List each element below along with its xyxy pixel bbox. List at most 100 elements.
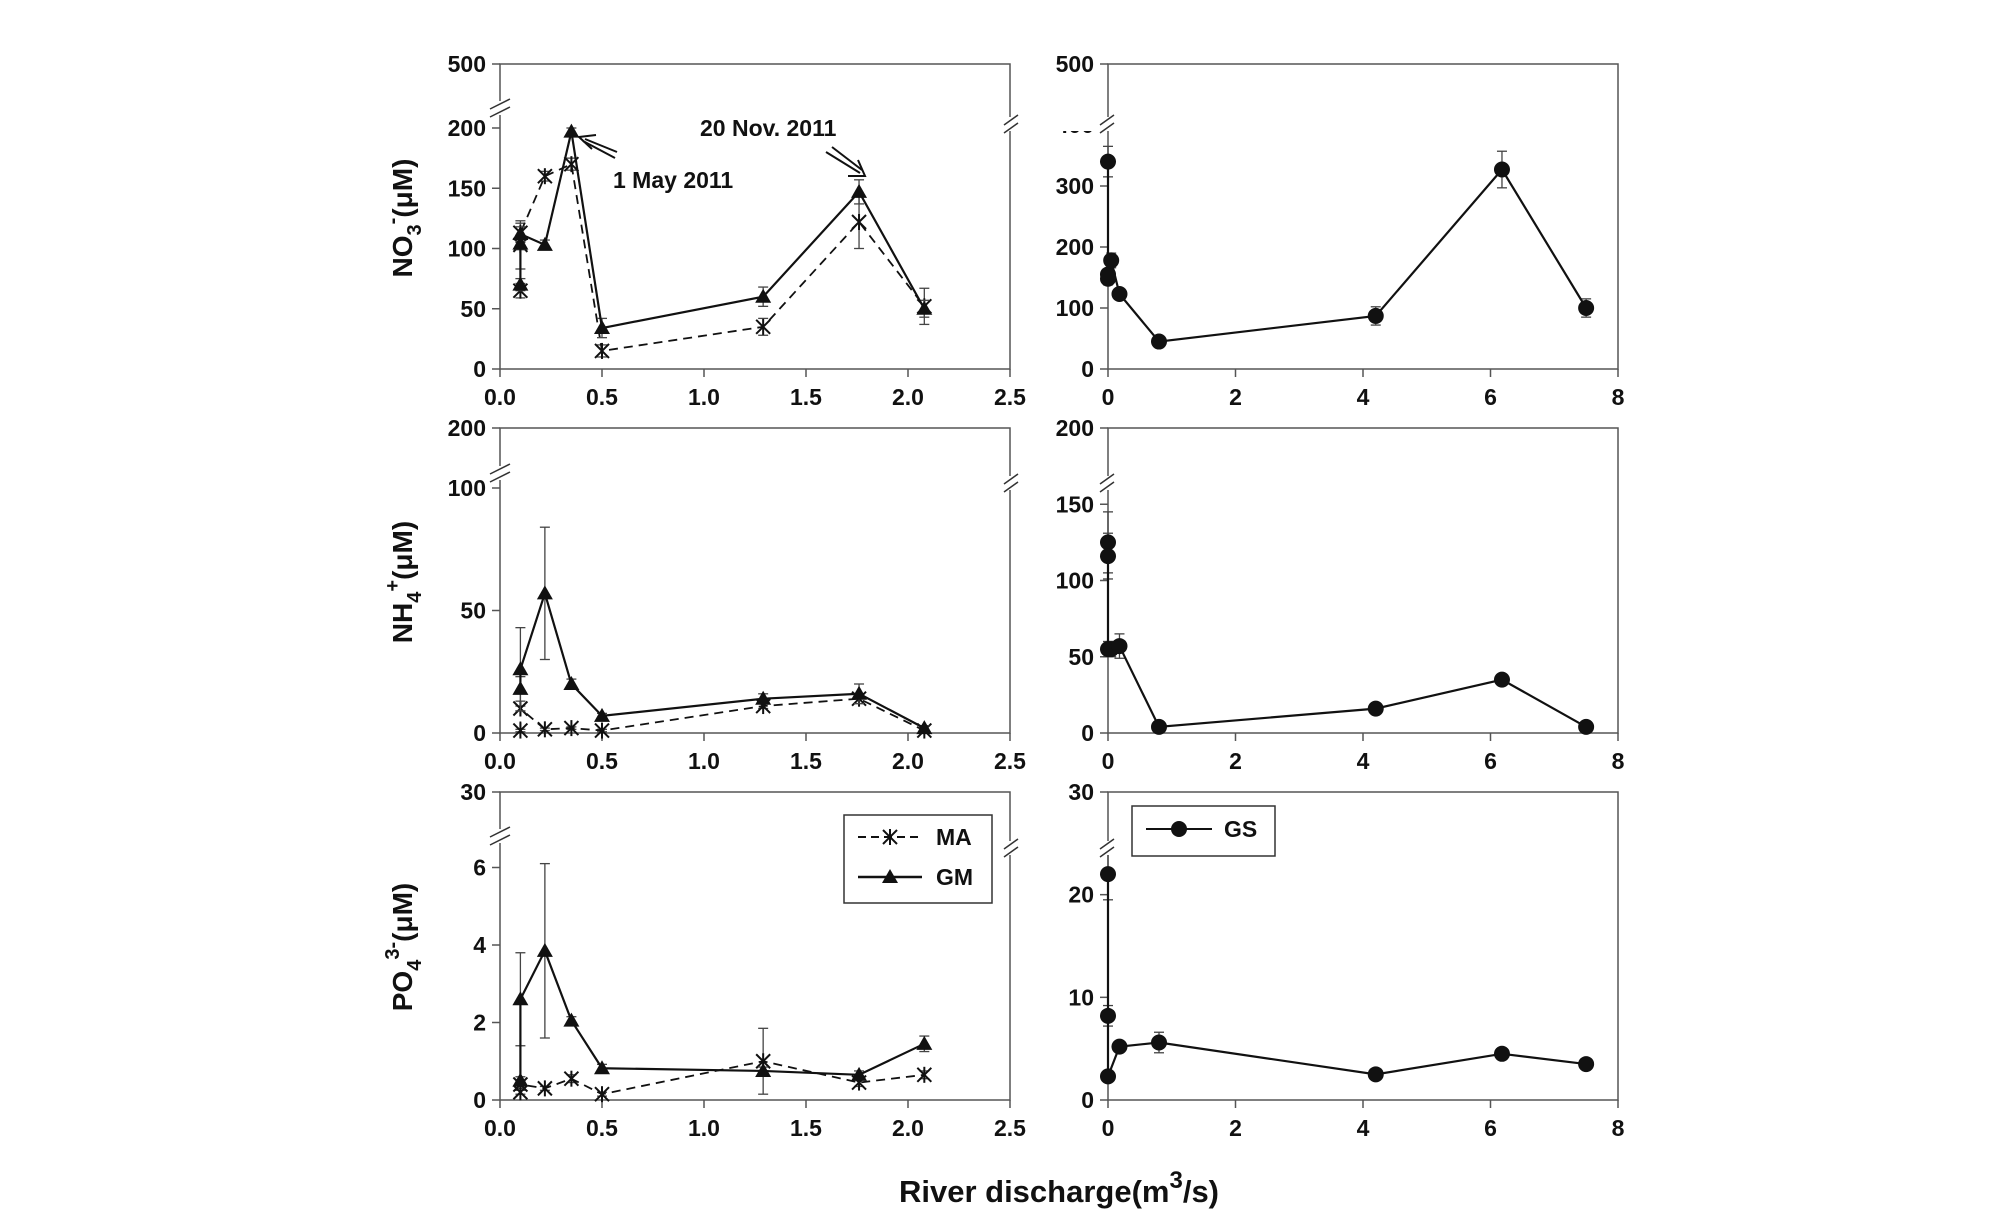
phosphate-right-series-gs-point (1367, 1066, 1384, 1083)
nitrate-right-ytick-label: 300 (1056, 173, 1094, 199)
ammonium-left-xtick-label: 0.0 (484, 748, 516, 774)
nitrate-left-series-gm-line (519, 131, 926, 330)
nitrate-right-series-gs-point (1103, 252, 1120, 269)
xlabel-tail: /s) (1183, 1174, 1219, 1209)
panel-nitrate-left-frame (499, 63, 1011, 370)
break-mark (1003, 838, 1019, 850)
ammonium-left-series-gm-point (594, 707, 610, 722)
nitrate-right-xtick-label: 8 (1612, 384, 1625, 410)
nitrate-left-series-gm-point (512, 226, 529, 241)
legend-right: GS (1131, 805, 1276, 857)
phosphate-left-ytick-label: 0 (473, 1087, 486, 1113)
phosphate-left-xtick-label: 0.5 (586, 1115, 618, 1141)
nitrate-left-series-ma-point (851, 213, 867, 230)
ammonium-left-series-ma-point (563, 720, 580, 737)
break-mark (489, 463, 511, 475)
nitrate-right-series-gs-point (1367, 307, 1384, 324)
legend-gs-marker (1171, 821, 1187, 837)
break-mark (1003, 473, 1019, 485)
break-mark (1003, 481, 1019, 493)
ammonium-left-xtick-label: 2.5 (994, 748, 1026, 774)
nitrate-left-series-gm-point (512, 276, 529, 291)
break-mark (1003, 846, 1019, 858)
nitrate-right-series-gs-point (1111, 285, 1128, 302)
nitrate-left-series-gm-point (851, 183, 868, 198)
ammonium-left-series-gm-point (916, 720, 933, 735)
phosphate-left-xtick-label: 0.0 (484, 1115, 516, 1141)
y-axis-label-ammonium: NH4+(μM) (382, 521, 426, 643)
phosphate-right-series-gs-point (1100, 866, 1116, 883)
nitrate-left-ytick-label: 50 (460, 296, 486, 322)
phosphate-left-ytick-label: 4 (473, 932, 486, 958)
nitrate-right-ytick-label: 500 (1056, 51, 1094, 77)
legend-ma-marker (882, 829, 898, 845)
legend-ma-label: MA (936, 824, 972, 850)
break-mark (1099, 473, 1115, 485)
nitrate-left-series-gm-point (916, 300, 933, 315)
axis-breaks (489, 98, 1115, 858)
nitrate-left-series-ma-point (594, 342, 610, 359)
nitrate-right-xtick-label: 2 (1229, 384, 1242, 410)
phosphate-right-series-gs-point (1100, 1068, 1116, 1085)
phosphate-left-series-ma-point (537, 1080, 553, 1097)
phosphate-right-series-gs-point (1578, 1056, 1595, 1073)
break-gap-mid-mid (1004, 476, 1114, 490)
ammonium-left-series-gm-point (851, 685, 868, 700)
nitrate-left-series-gm-point (536, 236, 553, 251)
annotation-arrow-may (576, 134, 618, 159)
phosphate-right-xtick-label: 2 (1229, 1115, 1242, 1141)
nitrate-left-series-ma-point (755, 318, 771, 335)
break-gap-left-bot (494, 829, 506, 843)
nitrate-right-xtick-label: 4 (1357, 384, 1370, 410)
ylabel-nitrate-sub: 3 (404, 224, 426, 235)
nitrate-left-xtick-label: 0.0 (484, 384, 516, 410)
phosphate-left-xtick-label: 2.5 (994, 1115, 1026, 1141)
panel-nitrate-right-frame (1107, 63, 1619, 370)
phosphate-right-xtick-label: 0 (1102, 1115, 1115, 1141)
xlabel-main: River discharge(m (899, 1174, 1170, 1209)
nitrate-left-xtick-label: 0.5 (586, 384, 618, 410)
break-mark (1099, 838, 1115, 850)
ammonium-right-series-gs-point (1367, 700, 1384, 717)
nitrate-left-ytick-label-upper: 500 (448, 51, 486, 77)
ylabel-phosphate-tail: (μM) (387, 883, 418, 942)
phosphate-right-ytick-label: 30 (1068, 779, 1094, 805)
ylabel-nitrate-main: NO (387, 235, 418, 277)
ylabel-phosphate-sup: 3- (382, 942, 404, 960)
ammonium-left-series-gm-point (563, 676, 580, 690)
nitrate-right-ytick-label: 200 (1056, 234, 1094, 260)
ylabel-ammonium-sup: + (382, 580, 404, 592)
nitrate-left-xtick-label: 1.0 (688, 384, 720, 410)
break-gap-mid-bot (1004, 841, 1114, 855)
phosphate-right-xtick-label: 6 (1484, 1115, 1497, 1141)
ammonium-right-xtick-label: 8 (1612, 748, 1625, 774)
ammonium-right-xtick-label: 6 (1484, 748, 1497, 774)
nitrate-left-xtick-label: 2.5 (994, 384, 1026, 410)
panel-ammonium-right-frame (1107, 427, 1619, 734)
break-gap-left-top (494, 101, 506, 115)
ammonium-right-xtick-label: 4 (1357, 748, 1370, 774)
phosphate-left-series-gm-point (851, 1066, 868, 1081)
phosphate-left-series-gm-point (563, 1012, 580, 1027)
ylabel-ammonium-sub: 4 (404, 591, 426, 603)
ylabel-phosphate-main: PO (387, 971, 418, 1011)
legend-gs-label: GS (1224, 816, 1257, 842)
ammonium-right-series-gs-point (1151, 718, 1167, 735)
phosphate-right-series-gs-point (1151, 1034, 1167, 1051)
phosphate-left-ytick-label: 6 (473, 855, 486, 881)
ylabel-ammonium-main: NH (387, 603, 418, 643)
break-mark (1003, 114, 1019, 126)
ammonium-left-series-ma-point (537, 721, 553, 738)
ammonium-right-ytick-label: 200 (1056, 415, 1094, 441)
ammonium-right-xtick-label: 0 (1102, 748, 1115, 774)
ammonium-left-xtick-label: 2.0 (892, 748, 924, 774)
break-mark (1003, 122, 1019, 134)
nitrate-left-series-gm-point (512, 235, 529, 250)
nitrate-right-series-gs-point (1151, 333, 1167, 350)
ammonium-right-ytick-label: 0 (1081, 720, 1094, 746)
ammonium-left-xtick-label: 0.5 (586, 748, 618, 774)
ammonium-right-xtick-label: 2 (1229, 748, 1242, 774)
legend-gm-marker (882, 869, 898, 883)
ammonium-left-ytick-label: 0 (473, 720, 486, 746)
